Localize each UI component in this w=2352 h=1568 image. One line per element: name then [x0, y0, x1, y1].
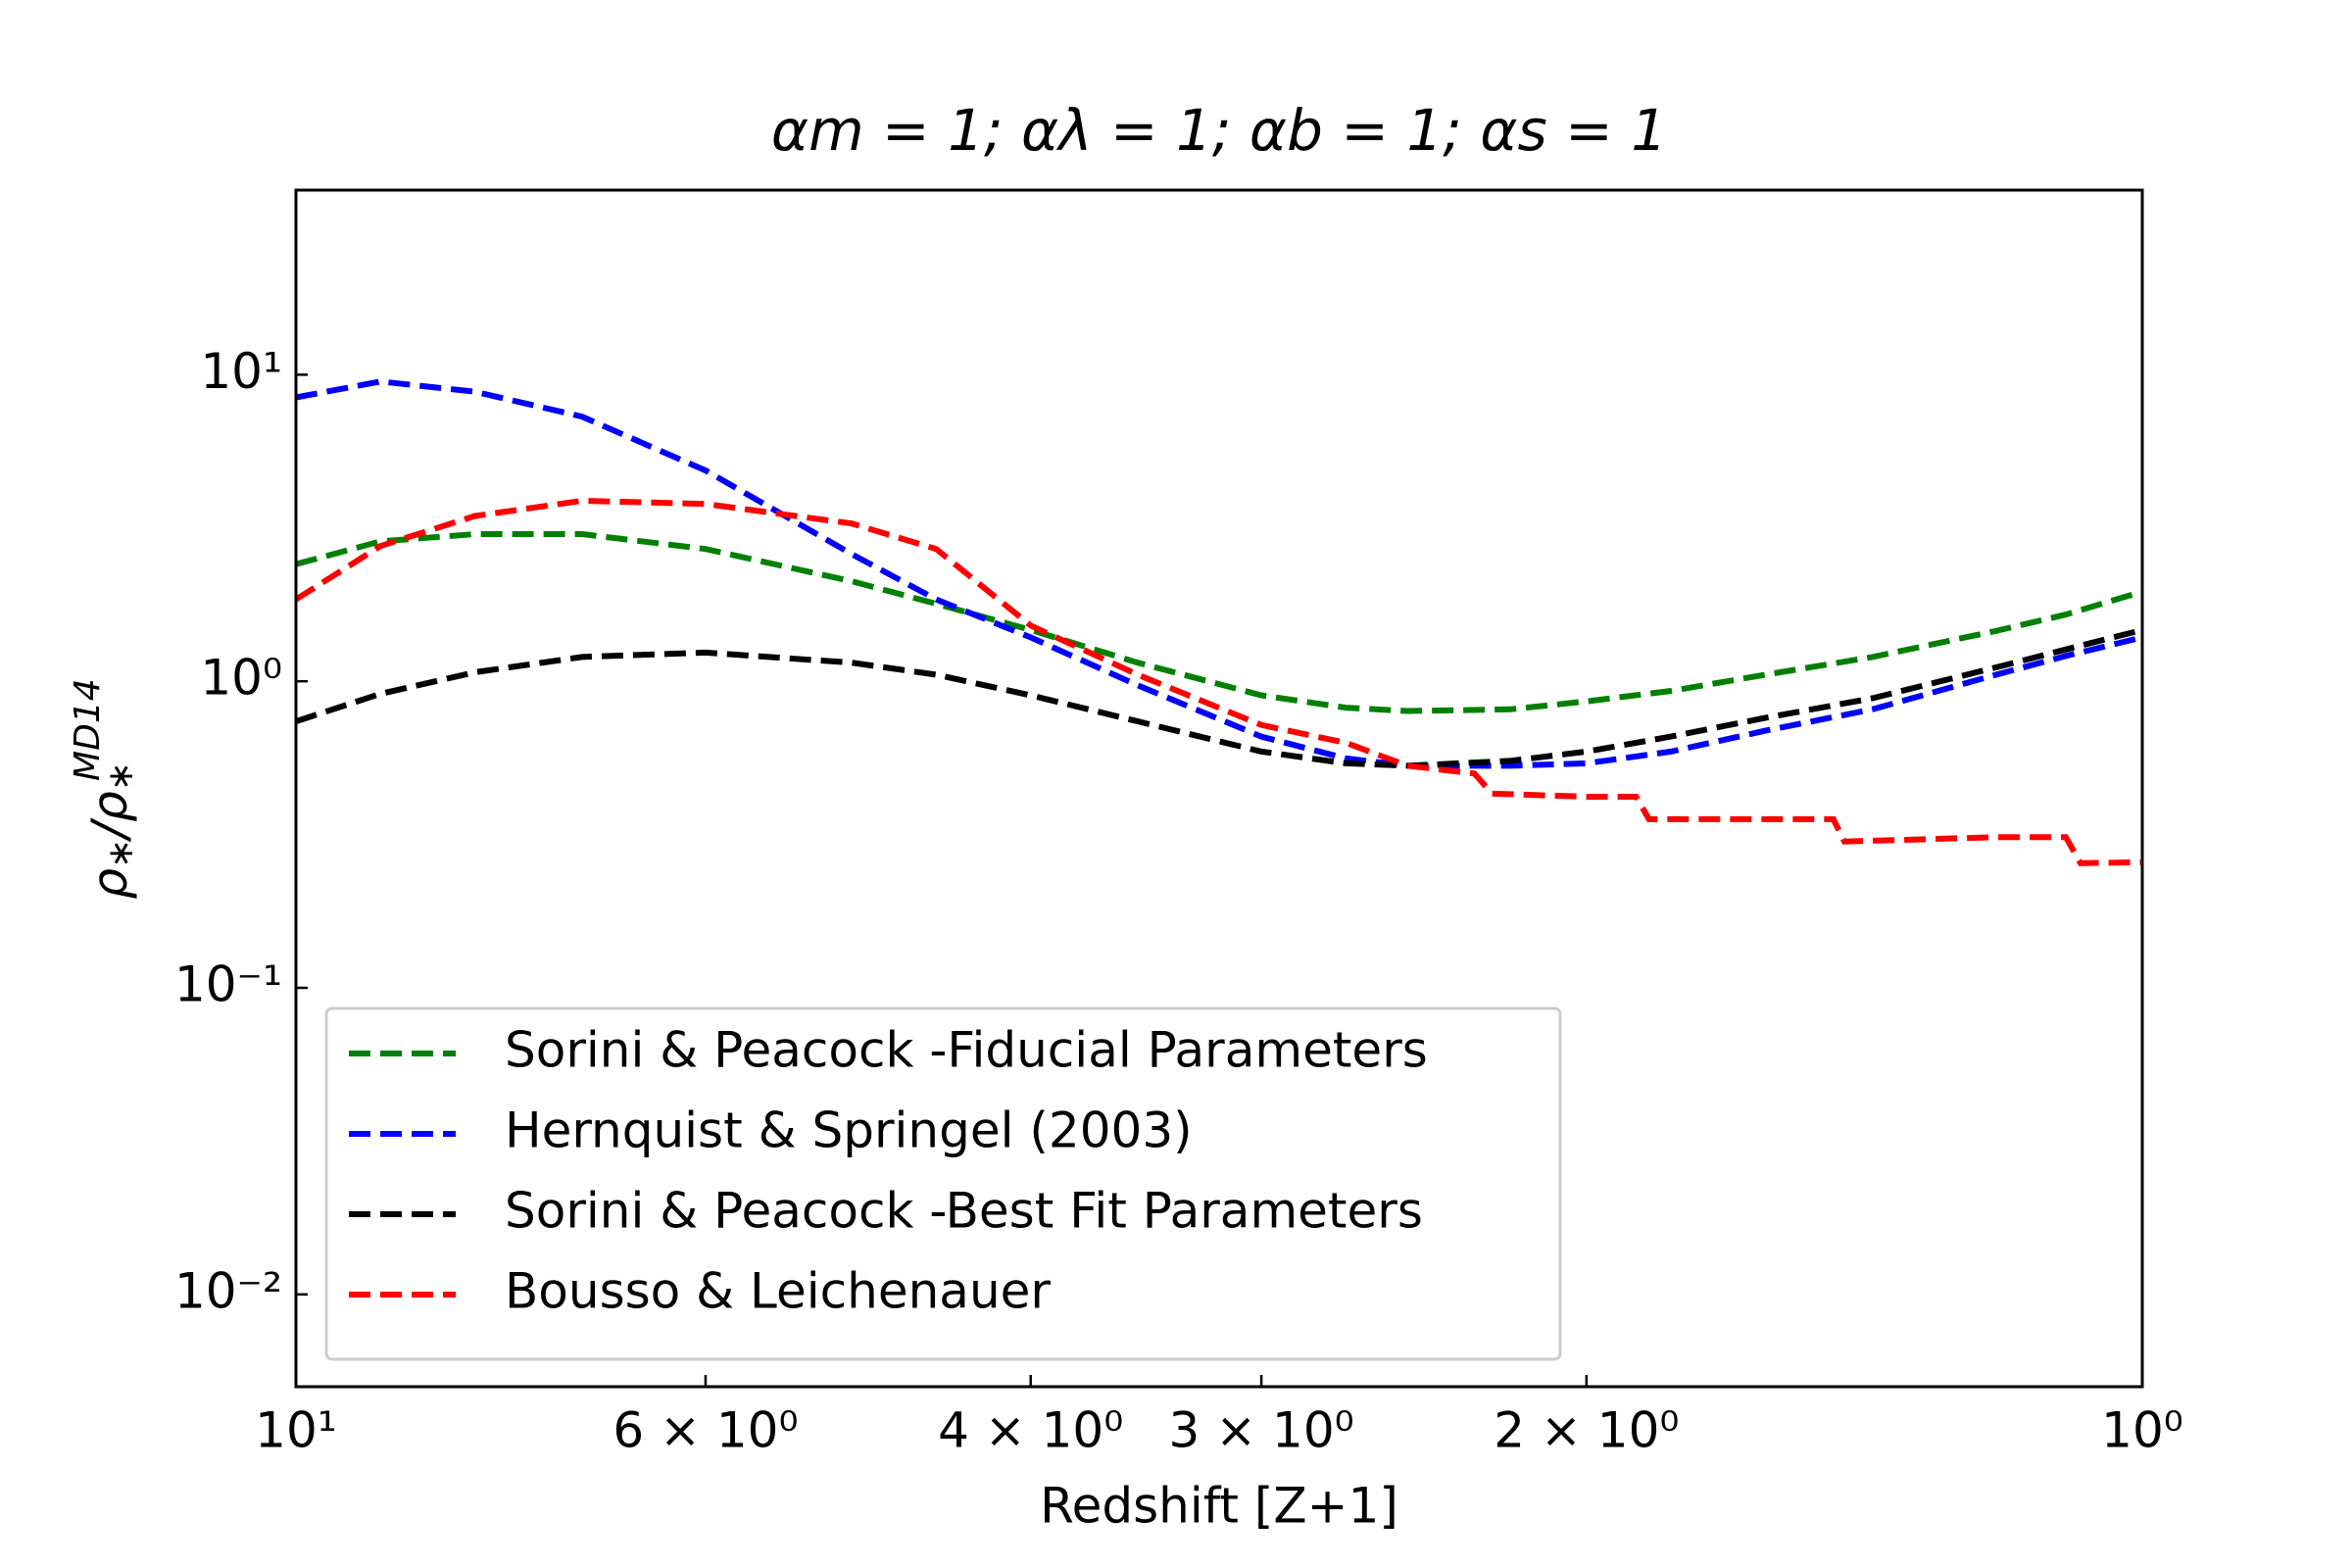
data-line [295, 378, 2143, 769]
chart-title: αm = 1; αλ = 1; αb = 1; αs = 1 [771, 97, 1667, 164]
plot-frame [294, 188, 2144, 1389]
y-tick-label: 10⁻¹ [174, 956, 282, 1013]
legend-label: Sorini & Peacock -Best Fit Parameters [505, 1183, 1423, 1240]
x-tick-label: 10¹ [255, 1402, 337, 1459]
data-line [295, 626, 2143, 769]
legend-label: Bousso & Leichenauer [505, 1263, 1051, 1320]
y-label-part: ρ [81, 868, 138, 900]
x-axis-label: Redshift [Z+1] [1040, 1478, 1398, 1535]
legend-box [324, 1006, 1562, 1361]
y-label-part: ∗ [101, 839, 141, 868]
y-axis-label: ρ∗/ρ∗MD14 [68, 678, 141, 899]
data-line [294, 497, 2143, 866]
x-tick-label: 4 × 10⁰ [938, 1402, 1123, 1459]
legend-label: Sorini & Peacock -Fiducial Parameters [505, 1022, 1428, 1079]
plot-area: 10¹ 6 × 10⁰ 4 × 10⁰ 3 × 10⁰ 2 × 10⁰ 10⁰ 10¹ 10⁰… [174, 343, 2183, 1459]
y-label-part: ∗ [101, 761, 141, 791]
y-tick-label: 10⁻² [174, 1262, 282, 1319]
y-tick-label: 10¹ [200, 343, 282, 400]
data-line [295, 531, 2143, 714]
x-tick-label: 10⁰ [2101, 1402, 2183, 1459]
y-label-part: MD14 [68, 678, 108, 781]
x-tick-label: 2 × 10⁰ [1494, 1402, 1679, 1459]
y-tick-label: 10⁰ [200, 650, 282, 707]
x-tick-label: 3 × 10⁰ [1169, 1402, 1354, 1459]
legend-label: Hernquist & Springel (2003) [505, 1102, 1193, 1159]
x-tick-label: 6 × 10⁰ [612, 1402, 798, 1459]
y-label-part: /ρ [81, 791, 138, 843]
